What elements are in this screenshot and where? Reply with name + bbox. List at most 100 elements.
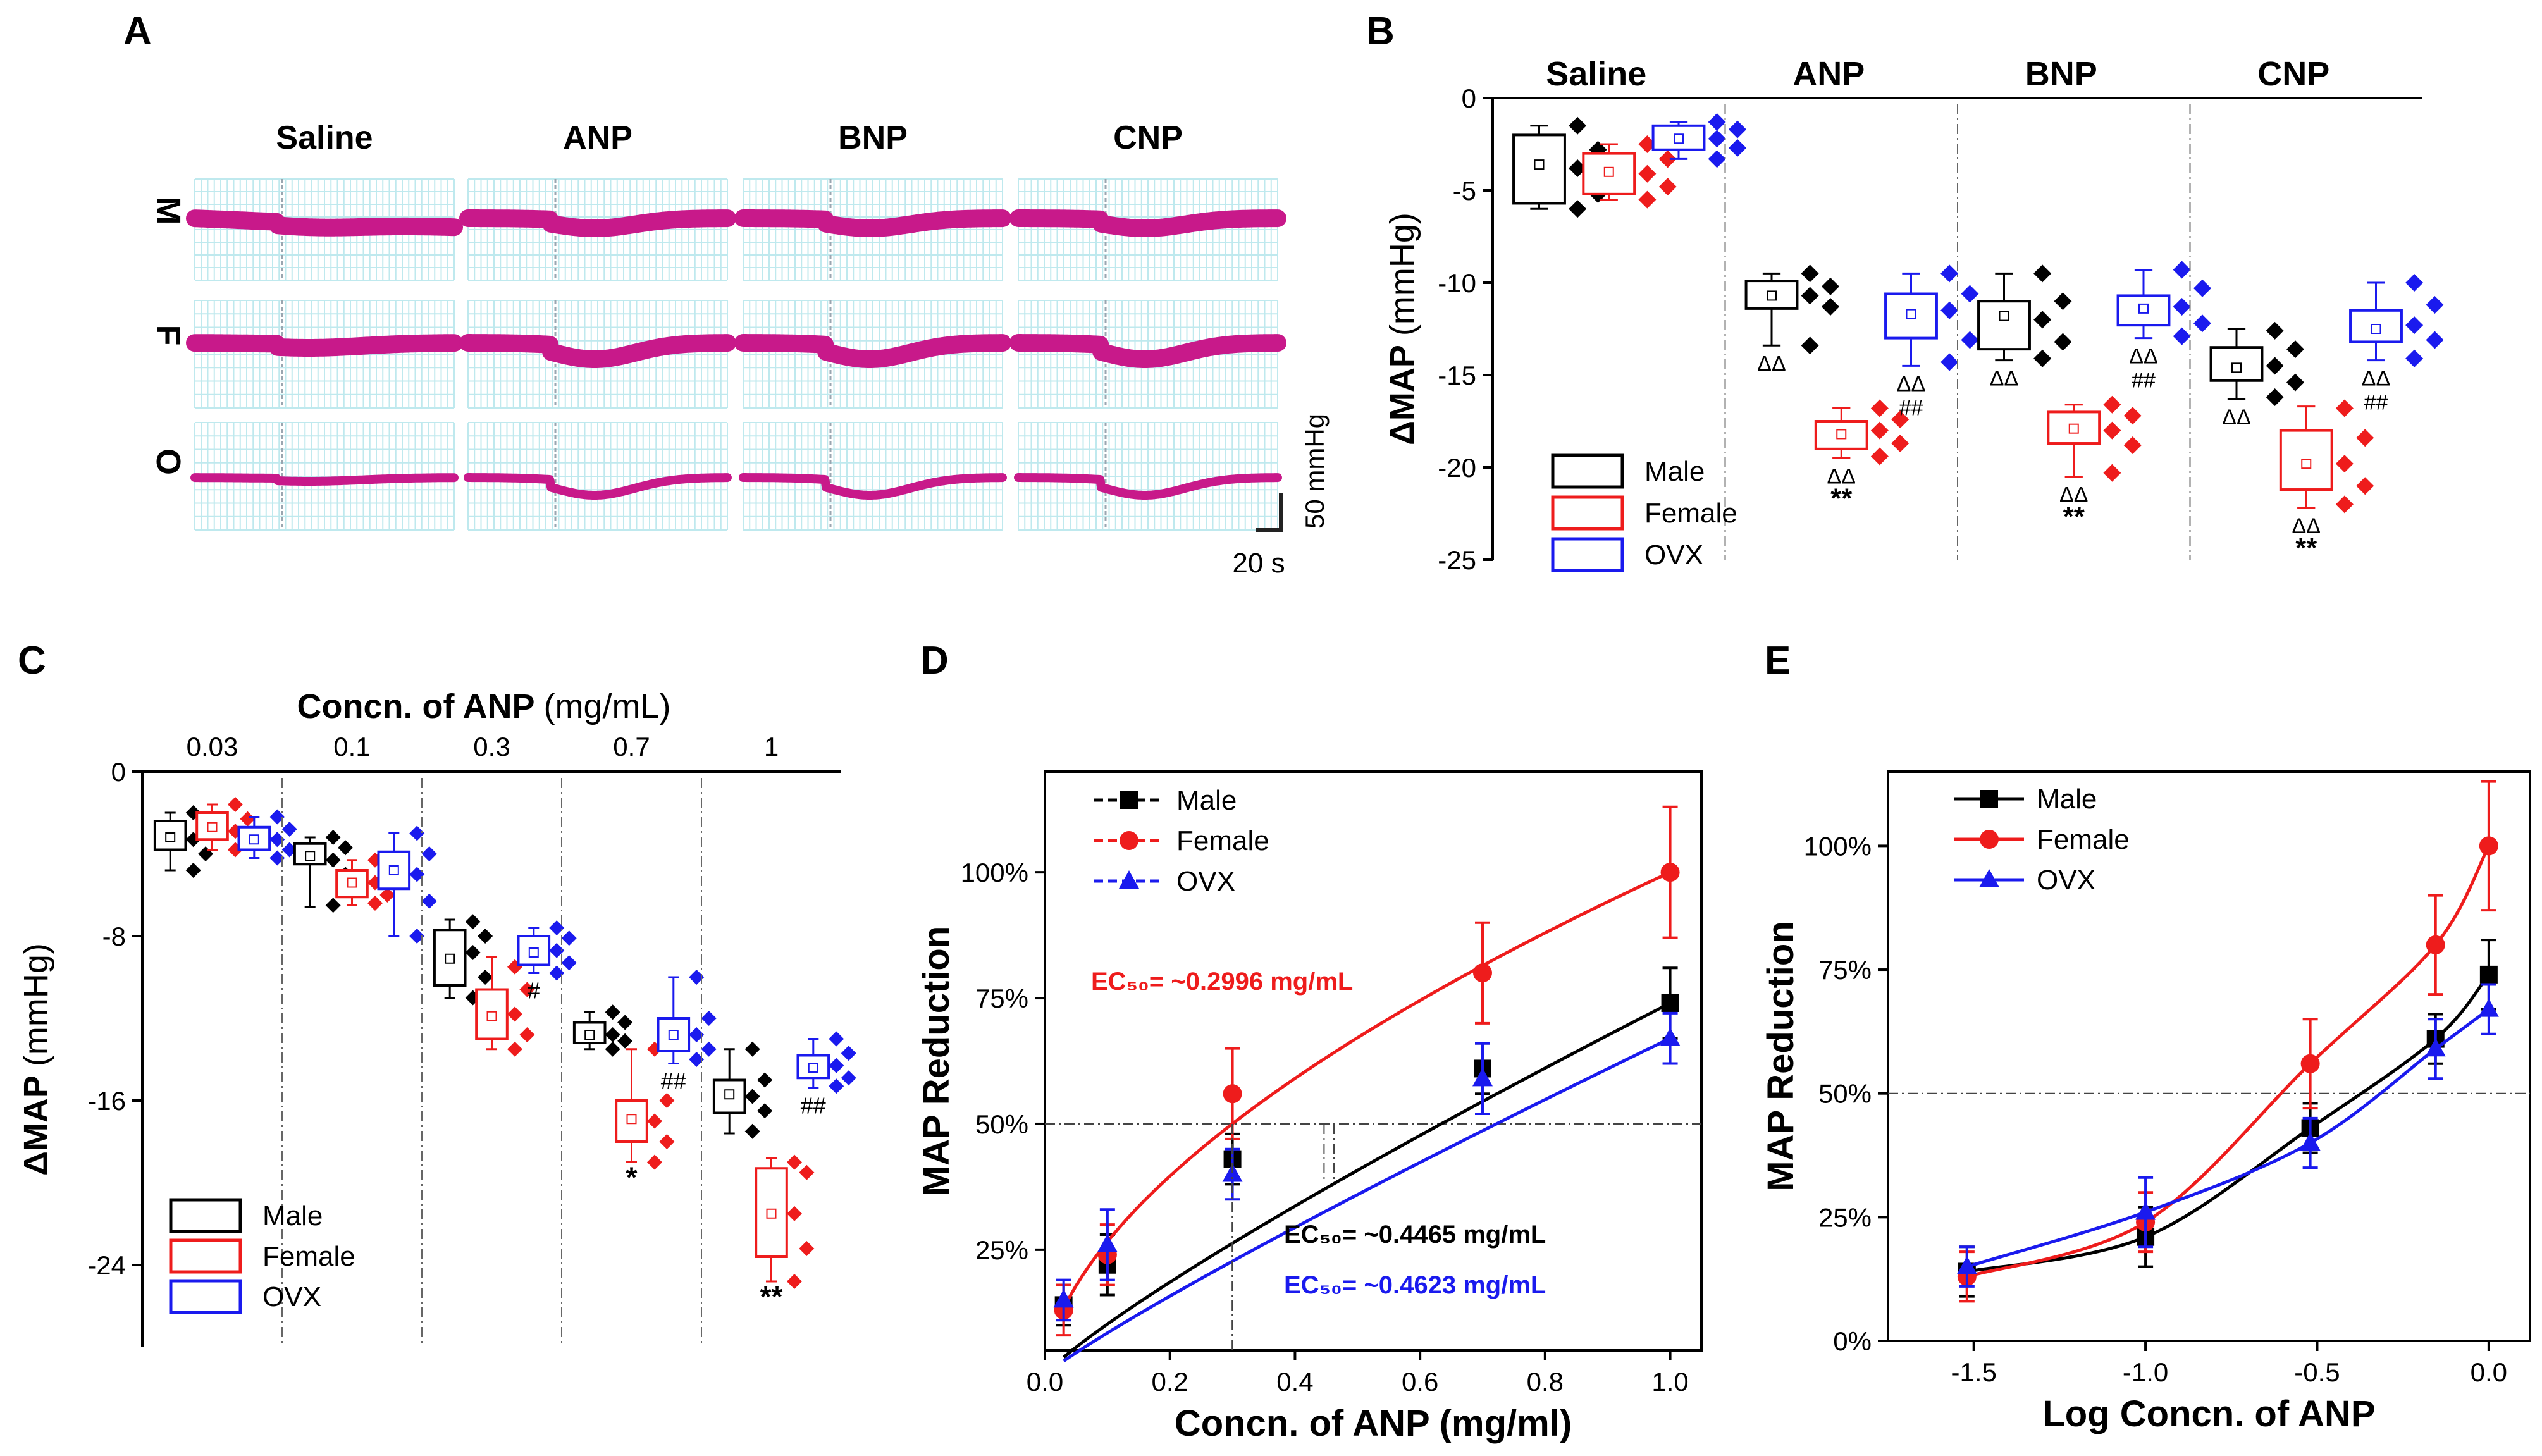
x-axis-label: Concn. of ANP (mg/ml) bbox=[1175, 1403, 1572, 1444]
x-tick-label: -0.5 bbox=[2294, 1357, 2340, 1387]
data-point-triangle bbox=[2135, 1201, 2156, 1220]
trace-grid-cell bbox=[734, 300, 1011, 409]
mean-marker bbox=[1767, 290, 1777, 301]
trace-grid-cell bbox=[459, 300, 736, 409]
mean-marker bbox=[1999, 311, 2009, 321]
data-point bbox=[829, 1078, 844, 1094]
mean-marker bbox=[2231, 362, 2242, 373]
data-point bbox=[2123, 407, 2142, 425]
data-point bbox=[2173, 327, 2191, 345]
trace-grid-cell bbox=[1009, 300, 1286, 409]
data-point bbox=[1708, 130, 1726, 148]
significance-mark: ## bbox=[2132, 369, 2156, 393]
significance-mark: ** bbox=[2295, 533, 2317, 564]
mean-marker bbox=[1906, 309, 1916, 319]
box-iqr bbox=[517, 935, 551, 966]
pressure-trace bbox=[186, 334, 463, 357]
data-point bbox=[1801, 336, 1819, 355]
box-iqr bbox=[1651, 124, 1706, 151]
data-point bbox=[1961, 285, 1979, 303]
fit-curve bbox=[1063, 1001, 1671, 1359]
y-axis-label-main: ΔMAP bbox=[17, 1066, 55, 1176]
data-point bbox=[2123, 436, 2142, 454]
data-point bbox=[421, 893, 437, 909]
significance-mark: ΔΔ bbox=[1897, 372, 1925, 396]
panel-c-letter: C bbox=[18, 639, 46, 682]
y-tick-label: -10 bbox=[1438, 268, 1476, 298]
panel-d-letter: D bbox=[920, 639, 949, 682]
data-point-triangle bbox=[1097, 1233, 1118, 1252]
data-point bbox=[2335, 495, 2354, 514]
data-point bbox=[2033, 311, 2052, 329]
significance-mark: ** bbox=[760, 1280, 783, 1313]
data-point bbox=[409, 929, 425, 944]
pressure-trace bbox=[459, 334, 736, 368]
data-point bbox=[841, 1070, 856, 1086]
significance-mark: ΔΔ bbox=[1757, 352, 1786, 376]
panel-e-letter: E bbox=[1765, 639, 1791, 682]
category-label-0-03: 0.03 bbox=[187, 732, 238, 762]
category-label-bnp: BNP bbox=[2025, 55, 2097, 93]
legend-label-male: Male bbox=[262, 1200, 323, 1231]
data-point bbox=[617, 1033, 633, 1049]
mean-marker bbox=[486, 1011, 497, 1021]
pressure-trace bbox=[739, 473, 1007, 500]
trace-grid-cell bbox=[734, 178, 1011, 281]
trace-grid-cell bbox=[464, 422, 732, 531]
panel-d: D 0.0 0.2 0.4 0.6 0.8 1.0 25% 50% 75% 100% Concn. … bbox=[916, 639, 1703, 1444]
box-saline-male bbox=[1512, 116, 1607, 218]
data-point bbox=[2193, 279, 2211, 297]
box-cnp-male: ΔΔ bbox=[2209, 321, 2304, 429]
data-point-circle bbox=[1660, 863, 1680, 882]
box-saline-ovx bbox=[1651, 113, 1746, 168]
data-point-triangle bbox=[1660, 1027, 1681, 1046]
data-point bbox=[2286, 340, 2304, 359]
data-point bbox=[1940, 264, 1959, 283]
significance-mark: ΔΔ bbox=[2292, 514, 2321, 538]
box-iqr bbox=[237, 825, 271, 851]
data-point bbox=[1801, 264, 1819, 283]
box-anp-ovx: ΔΔ## bbox=[1884, 264, 1979, 420]
data-point bbox=[507, 1006, 522, 1022]
data-point bbox=[841, 1046, 856, 1061]
data-point bbox=[325, 898, 341, 913]
y-tick-label: -5 bbox=[1453, 176, 1476, 206]
y-tick-label: 0 bbox=[111, 757, 126, 787]
box-1-female: ** bbox=[755, 1154, 815, 1313]
data-point bbox=[1569, 159, 1587, 177]
row-label-o: O bbox=[149, 448, 187, 475]
pressure-trace bbox=[1009, 209, 1286, 237]
data-point bbox=[421, 846, 437, 861]
data-point bbox=[2405, 316, 2424, 335]
data-point bbox=[786, 1274, 802, 1289]
y-tick-label: 50% bbox=[1818, 1079, 1872, 1109]
data-point bbox=[549, 965, 565, 981]
data-point-circle bbox=[1223, 1084, 1242, 1104]
box-0-7-female: * bbox=[615, 1041, 675, 1194]
data-point bbox=[507, 1041, 522, 1057]
legend-label-male: Male bbox=[1644, 456, 1705, 487]
panel-d-chart: 0.0 0.2 0.4 0.6 0.8 1.0 25% 50% 75% 100% Concn. of… bbox=[916, 770, 1703, 1444]
fit-curve bbox=[1966, 1008, 2490, 1269]
box-iqr bbox=[1582, 152, 1636, 195]
box-iqr bbox=[2047, 410, 2101, 445]
significance-mark: ** bbox=[2063, 502, 2085, 533]
y-tick-label: 75% bbox=[1818, 955, 1872, 985]
data-point bbox=[1569, 116, 1587, 135]
panel-c-chart: 0 -8 -16 -24 ΔMAP (mmHg) Concn. of ANP (mg/mL… bbox=[17, 688, 856, 1347]
trace-grid-cell bbox=[459, 178, 736, 281]
trace-grid-cell bbox=[1009, 178, 1286, 281]
data-point bbox=[269, 809, 285, 825]
box-0-7-male bbox=[572, 1004, 633, 1057]
category-label-anp: ANP bbox=[1792, 55, 1865, 93]
significance-mark: ΔΔ bbox=[1827, 464, 1856, 488]
box-iqr bbox=[2349, 309, 2403, 343]
legend-marker-triangle bbox=[1979, 869, 1999, 887]
box-iqr bbox=[1884, 292, 1938, 340]
y-tick-label: 0 bbox=[1462, 83, 1476, 113]
data-point bbox=[1891, 410, 1910, 429]
data-point bbox=[799, 1164, 815, 1180]
y-tick-label: 75% bbox=[975, 984, 1028, 1013]
data-point bbox=[659, 1134, 675, 1149]
